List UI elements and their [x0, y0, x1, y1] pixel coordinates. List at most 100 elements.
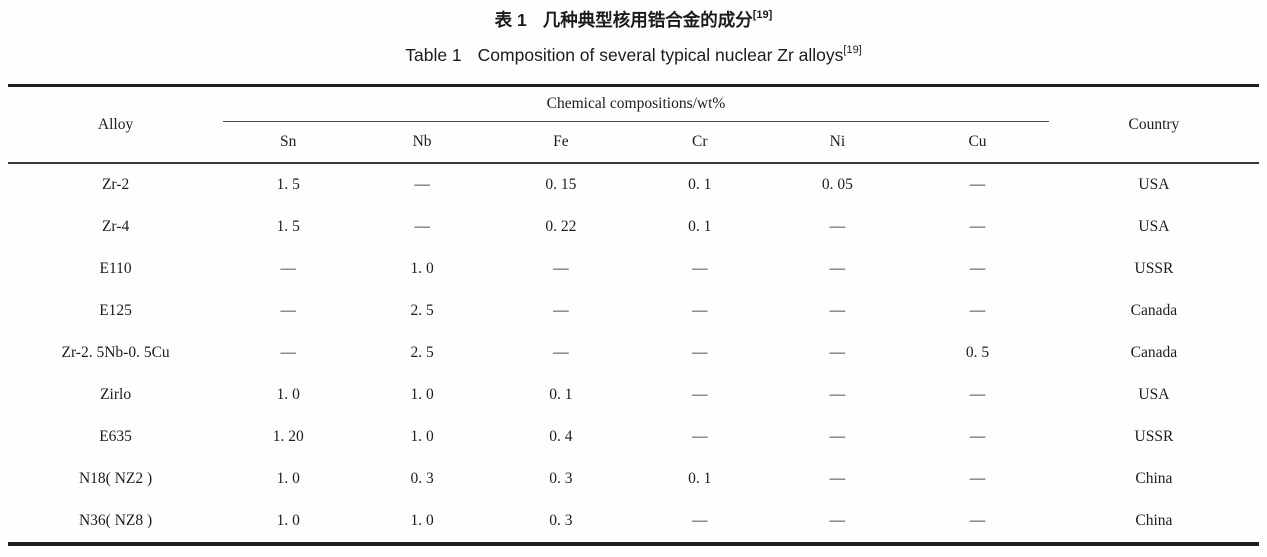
- column-header-cu: Cu: [906, 121, 1049, 164]
- column-header-nb: Nb: [353, 121, 491, 164]
- cell-country: Canada: [1130, 344, 1178, 361]
- cell-alloy: N18( NZ2 ): [78, 470, 153, 487]
- cell-nb: 1. 0: [410, 512, 434, 529]
- cell-cr: 0. 1: [688, 470, 712, 487]
- cell-fe: 0. 3: [549, 470, 573, 487]
- cell-alloy: E110: [99, 260, 132, 277]
- header-row-group: Alloy Chemical compositions/wt% Country: [8, 85, 1259, 164]
- table-body: Zr-2 1. 5 — 0. 15 0. 1 0. 05 — USA Zr-4 …: [8, 163, 1259, 544]
- cell-nb: 1. 0: [410, 386, 434, 403]
- cell-ni: —: [829, 386, 846, 403]
- cell-country: USA: [1138, 386, 1170, 403]
- table-number-zh: 表 1: [494, 10, 527, 30]
- cell-nb: 1. 0: [410, 260, 434, 277]
- table-number-en: Table 1: [405, 45, 462, 65]
- cell-cr: 0. 1: [688, 176, 712, 193]
- cell-fe: 0. 3: [549, 512, 573, 529]
- cell-cu: —: [969, 218, 986, 235]
- table-header: Alloy Chemical compositions/wt% Country …: [8, 85, 1259, 164]
- cell-cr: —: [692, 386, 708, 403]
- cell-cu: —: [969, 470, 986, 487]
- cell-country: USA: [1138, 218, 1170, 235]
- cell-country: USA: [1138, 176, 1170, 193]
- cell-nb: —: [414, 218, 430, 235]
- table-title-zh-text: 几种典型核用锆合金的成分: [542, 10, 753, 30]
- column-header-cr: Cr: [630, 121, 769, 164]
- cell-ni: —: [829, 302, 846, 319]
- cell-cu: —: [969, 428, 986, 445]
- cell-sn: 1. 20: [272, 428, 304, 445]
- cell-sn: 1. 0: [276, 470, 300, 487]
- column-header-sn: Sn: [223, 121, 354, 164]
- column-header-fe: Fe: [490, 121, 631, 164]
- table-title-en: Table 1 Composition of several typical nu…: [0, 45, 1267, 66]
- cell-sn: —: [280, 260, 296, 277]
- composition-table-wrap: Alloy Chemical compositions/wt% Country …: [8, 84, 1259, 546]
- cell-sn: 1. 5: [276, 176, 300, 193]
- cell-cr: —: [692, 344, 708, 361]
- cell-cu: —: [969, 386, 986, 403]
- citation-ref-en: [19]: [843, 44, 862, 57]
- cell-cu: 0. 5: [965, 344, 990, 361]
- composition-table: Alloy Chemical compositions/wt% Country …: [8, 84, 1259, 546]
- cell-fe: —: [553, 302, 569, 319]
- cell-cu: —: [969, 302, 986, 319]
- cell-cu: —: [969, 512, 986, 529]
- cell-fe: 0. 22: [545, 218, 577, 235]
- table-title-zh: 表 1 几种典型核用锆合金的成分[19]: [0, 7, 1267, 32]
- cell-ni: —: [829, 512, 846, 529]
- cell-country: China: [1135, 470, 1173, 487]
- cell-sn: 1. 0: [276, 386, 300, 403]
- cell-country: Canada: [1130, 302, 1178, 319]
- citation-ref-zh: [19]: [752, 9, 773, 22]
- cell-country: China: [1135, 512, 1173, 529]
- cell-sn: 1. 0: [276, 512, 300, 529]
- cell-alloy: E125: [99, 302, 132, 319]
- cell-nb: 2. 5: [410, 302, 434, 319]
- cell-alloy: Zr-2. 5Nb-0. 5Cu: [61, 344, 170, 361]
- cell-alloy: Zr-4: [101, 218, 130, 235]
- cell-cr: 0. 1: [688, 218, 712, 235]
- cell-nb: 2. 5: [410, 344, 434, 361]
- cell-country: USSR: [1134, 428, 1174, 445]
- table-row: N18( NZ2 ) 1. 0 0. 3 0. 3 0. 1 — — China: [8, 458, 1259, 500]
- cell-sn: —: [280, 344, 296, 361]
- cell-cu: —: [969, 260, 986, 277]
- cell-ni: —: [829, 344, 846, 361]
- cell-cu: —: [969, 176, 986, 193]
- cell-ni: 0. 05: [821, 176, 853, 193]
- column-header-ni: Ni: [768, 121, 907, 164]
- cell-ni: —: [829, 428, 846, 445]
- table-row: Zr-2. 5Nb-0. 5Cu — 2. 5 — — — 0. 5 Canad…: [8, 332, 1259, 374]
- cell-country: USSR: [1134, 260, 1174, 277]
- cell-cr: —: [692, 428, 708, 445]
- table-row: E110 — 1. 0 — — — — USSR: [8, 248, 1259, 290]
- cell-fe: 0. 15: [545, 176, 577, 193]
- column-header-alloy: Alloy: [8, 85, 224, 164]
- cell-alloy: Zr-2: [101, 176, 130, 193]
- cell-ni: —: [829, 218, 846, 235]
- cell-alloy: N36( NZ8 ): [78, 512, 153, 529]
- cell-fe: 0. 4: [549, 428, 573, 445]
- cell-alloy: E635: [99, 428, 132, 445]
- cell-nb: —: [414, 176, 430, 193]
- cell-ni: —: [829, 260, 846, 277]
- cell-sn: —: [280, 302, 296, 319]
- cell-ni: —: [829, 470, 846, 487]
- table-row: E635 1. 20 1. 0 0. 4 — — — USSR: [8, 416, 1259, 458]
- table-title-en-text: Composition of several typical nuclear Z…: [477, 45, 844, 65]
- column-header-country: Country: [1048, 85, 1259, 164]
- cell-cr: —: [692, 512, 708, 529]
- table-row: Zr-2 1. 5 — 0. 15 0. 1 0. 05 — USA: [8, 163, 1259, 206]
- cell-nb: 0. 3: [410, 470, 434, 487]
- table-row: Zirlo 1. 0 1. 0 0. 1 — — — USA: [8, 374, 1259, 416]
- cell-sn: 1. 5: [276, 218, 300, 235]
- table-row: E125 — 2. 5 — — — — Canada: [8, 290, 1259, 332]
- cell-nb: 1. 0: [410, 428, 434, 445]
- column-group-header-compositions: Chemical compositions/wt%: [223, 85, 1049, 122]
- cell-cr: —: [692, 302, 708, 319]
- table-row: Zr-4 1. 5 — 0. 22 0. 1 — — USA: [8, 206, 1259, 248]
- cell-cr: —: [692, 260, 708, 277]
- cell-alloy: Zirlo: [100, 386, 132, 403]
